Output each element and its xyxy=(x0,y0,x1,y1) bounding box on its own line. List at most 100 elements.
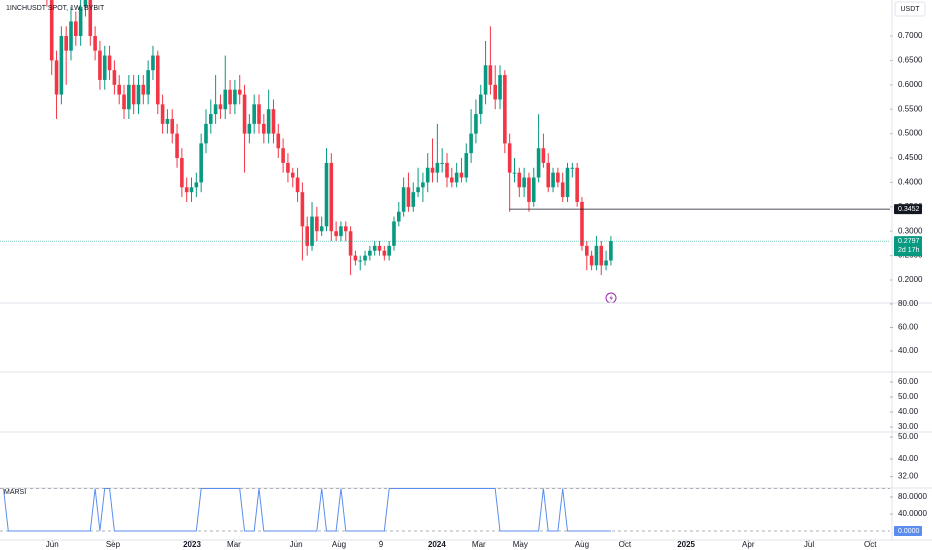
last-value-label: 0.0000 xyxy=(898,528,920,535)
candle-body xyxy=(213,104,218,115)
candle-body xyxy=(488,65,493,85)
last-value-badge xyxy=(894,525,922,536)
x-tick-label: Mar xyxy=(227,540,241,549)
x-tick-label: Mar xyxy=(472,540,486,549)
candle-body xyxy=(392,221,396,246)
candle-body xyxy=(276,133,281,149)
candle-body xyxy=(430,167,435,173)
y-tick-label: 80.00 xyxy=(898,299,919,308)
candle-body xyxy=(372,245,377,251)
candle-body xyxy=(594,245,599,266)
x-tick-label: 2023 xyxy=(183,540,201,549)
candle-body xyxy=(223,89,228,110)
candle-body xyxy=(310,216,314,246)
candle-body xyxy=(363,255,367,261)
candle-body xyxy=(141,84,146,95)
candle-body xyxy=(242,94,247,134)
candle-body xyxy=(343,226,348,232)
candle-body xyxy=(233,89,237,105)
candle-body xyxy=(609,241,613,261)
candle-body xyxy=(204,123,208,144)
candle-body xyxy=(69,21,73,51)
candle-body xyxy=(474,114,478,134)
candle-body xyxy=(575,167,579,202)
y-tick-label: 0.4500 xyxy=(898,153,923,162)
candle-body xyxy=(454,172,459,183)
x-tick-label: Aug xyxy=(575,540,589,549)
pane-name: MARSI xyxy=(4,489,26,496)
candle-body xyxy=(165,118,170,124)
y-tick-label: 60.00 xyxy=(898,323,919,332)
candle-body xyxy=(339,226,343,237)
y-tick-label: 30.00 xyxy=(898,422,919,431)
candle-body xyxy=(237,89,242,95)
candle-body xyxy=(252,104,256,124)
candle-body xyxy=(382,250,387,256)
candle-body xyxy=(329,162,334,232)
candle-body xyxy=(435,162,440,173)
candle-body xyxy=(247,123,252,134)
candle-body xyxy=(377,245,382,251)
x-tick-label: 2024 xyxy=(428,540,446,549)
candle-body xyxy=(257,104,261,124)
candle-body xyxy=(401,187,406,212)
candle-body xyxy=(527,177,531,202)
candle-body xyxy=(493,84,498,100)
symbol-title: 1INCHUSDT SPOT, 1W, BYBIT xyxy=(6,5,105,12)
candle-body xyxy=(117,84,122,95)
candle-body xyxy=(517,172,522,188)
candle-body xyxy=(136,84,141,105)
candle-body xyxy=(498,75,502,100)
candle-body xyxy=(478,94,483,115)
x-tick-label: Oct xyxy=(619,540,632,549)
candle-body xyxy=(411,192,416,207)
candle-body xyxy=(122,94,126,110)
y-tick-label: 0.3000 xyxy=(898,226,923,235)
candle-body xyxy=(180,158,184,188)
candle-body xyxy=(98,50,102,80)
candle-body xyxy=(551,172,555,188)
candle-body xyxy=(262,123,266,134)
countdown: 2d 17h xyxy=(898,247,920,254)
candle-body xyxy=(127,84,131,110)
candle-body xyxy=(83,0,88,7)
candle-body xyxy=(406,187,411,207)
candle-body xyxy=(334,231,338,237)
candle-body xyxy=(49,0,54,61)
candle-body xyxy=(584,245,589,256)
candle-body xyxy=(541,148,546,163)
currency-button[interactable] xyxy=(894,1,926,17)
candle-body xyxy=(445,162,449,178)
candle-body xyxy=(450,177,454,183)
candle-body xyxy=(93,36,97,51)
candle-body xyxy=(560,182,565,198)
horizontal-line-badge xyxy=(894,204,922,215)
y-tick-label: 40.00 xyxy=(898,346,919,355)
y-tick-label: 40.00 xyxy=(898,454,919,463)
candle-body xyxy=(208,114,213,124)
last-price-label: 0.2797 xyxy=(898,238,920,245)
candle-body xyxy=(151,55,155,71)
candle-body xyxy=(155,55,160,105)
y-tick-label: 0.6000 xyxy=(898,80,923,89)
candle-body xyxy=(512,172,517,174)
candle-body xyxy=(170,118,175,134)
y-tick-label: 0.5000 xyxy=(898,129,923,138)
candle-body xyxy=(194,182,199,188)
y-tick-label: 40.00 xyxy=(898,407,919,416)
candle-body xyxy=(503,75,507,144)
candle-body xyxy=(290,172,295,178)
marsi-line xyxy=(3,488,611,532)
currency[interactable]: USDT xyxy=(900,6,920,13)
candle-body xyxy=(599,245,604,266)
candle-body xyxy=(531,177,536,202)
y-tick-label: 0.6500 xyxy=(898,56,923,65)
x-tick-label: 9 xyxy=(379,540,384,549)
candle-body xyxy=(483,65,488,95)
candle-body xyxy=(425,167,430,183)
x-tick-label: Jul xyxy=(804,540,814,549)
x-tick-label: Jun xyxy=(46,540,59,549)
candle-body xyxy=(131,84,136,105)
candle-body xyxy=(604,260,608,266)
y-tick-label: 0.5500 xyxy=(898,104,923,113)
